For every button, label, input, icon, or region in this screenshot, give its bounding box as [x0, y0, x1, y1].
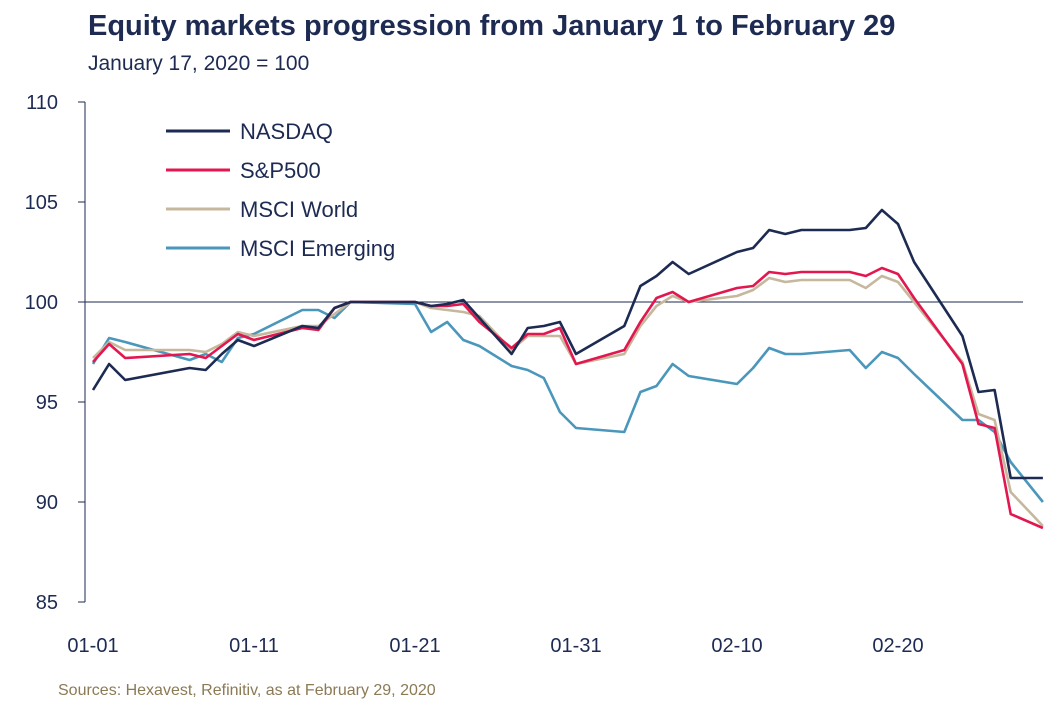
series-line-msci-emerging	[91, 300, 1044, 503]
legend-label-msci-world: MSCI World	[240, 197, 358, 222]
chart-subtitle: January 17, 2020 = 100	[88, 52, 310, 75]
source-note: Sources: Hexavest, Refinitiv, as at Febr…	[58, 682, 436, 699]
series-line-s-p500	[92, 266, 1044, 530]
x-tick-label: 01-01	[67, 635, 118, 657]
y-tick-label: 95	[36, 392, 58, 414]
y-tick-label: 85	[36, 592, 58, 614]
y-tick-label: 100	[25, 292, 58, 314]
axes	[84, 102, 1023, 602]
legend: NASDAQ S&P500 MSCI World MSCI Emerging	[166, 119, 395, 261]
legend-label-nasdaq: NASDAQ	[240, 119, 333, 144]
series-line-msci-world	[92, 274, 1044, 527]
y-tick-label: 105	[25, 192, 58, 214]
series-line-nasdaq	[91, 208, 1043, 480]
x-tick-label: 02-20	[872, 635, 923, 657]
x-tick-label: 02-10	[711, 635, 762, 657]
series-lines	[91, 208, 1044, 530]
x-tick-label: 01-11	[229, 635, 279, 657]
legend-label-s-p500: S&P500	[240, 158, 321, 183]
legend-label-msci-emerging: MSCI Emerging	[240, 236, 395, 261]
y-tick-label: 90	[36, 492, 58, 514]
tick-labels: 85 90 95 100 105 110 01-01 01-11 01-21 01-31 02-10…	[25, 92, 924, 657]
chart-title: Equity markets progression from January …	[88, 10, 896, 42]
y-tick-label: 110	[26, 92, 58, 114]
x-tick-label: 01-21	[389, 635, 440, 657]
x-tick-label: 01-31	[550, 635, 601, 657]
